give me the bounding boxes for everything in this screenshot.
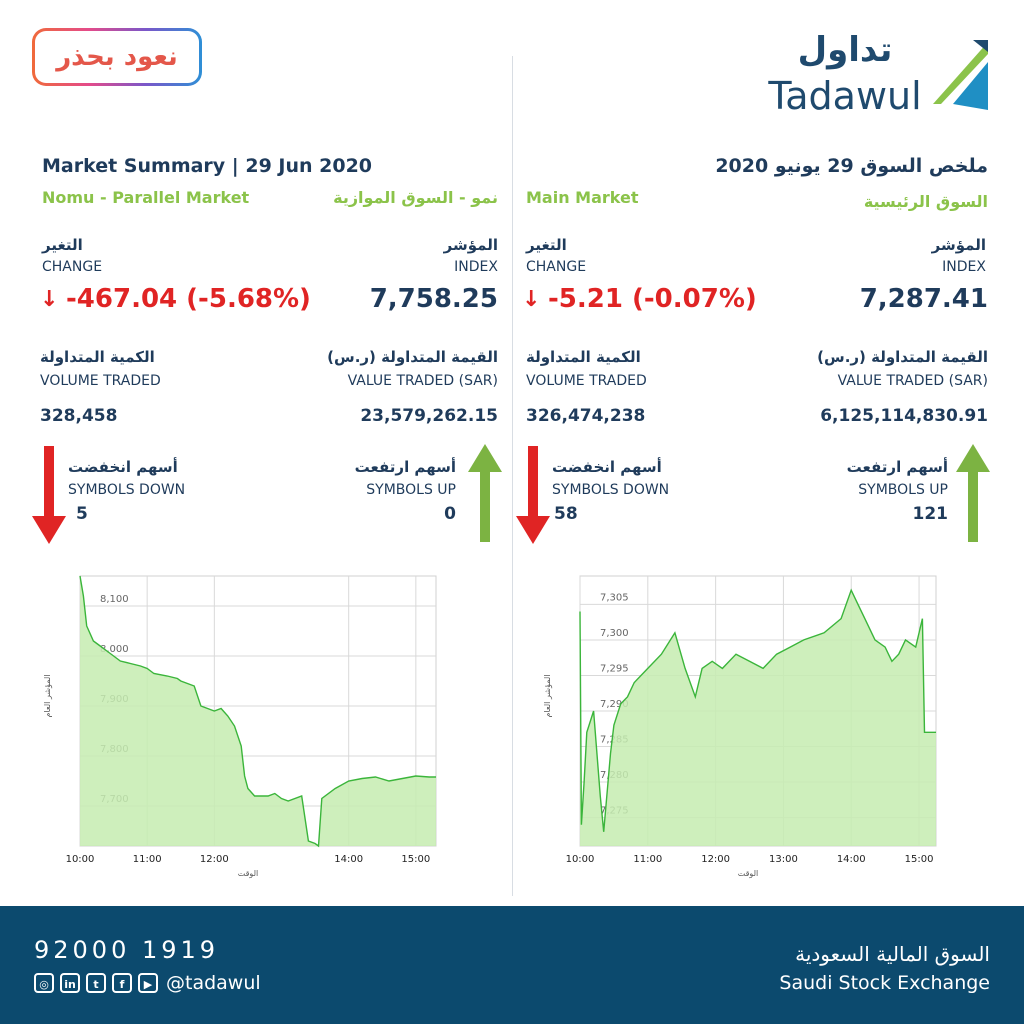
x-tick-label: 10:00 bbox=[66, 854, 95, 865]
right-change-value: -5.21 (-0.07%) bbox=[548, 284, 757, 314]
right-symbols-down-arrow-icon bbox=[516, 446, 550, 544]
right-title: ملخص السوق 29 يونيو 2020 bbox=[715, 155, 988, 177]
y-tick-label: 8,000 bbox=[100, 644, 129, 655]
y-tick-label: 8,100 bbox=[100, 594, 129, 605]
left-symbols-down-arrow-icon bbox=[32, 446, 66, 544]
y-tick-label: 7,295 bbox=[600, 663, 629, 674]
footer-phone: 92000 1919 bbox=[34, 936, 220, 964]
youtube-icon[interactable]: ▶ bbox=[138, 973, 158, 993]
tadawul-logo: تداول Tadawul bbox=[765, 30, 995, 124]
right-valtraded-ar: القيمة المتداولة (ر.س) bbox=[817, 348, 988, 366]
twitter-icon[interactable]: t bbox=[86, 973, 106, 993]
left-down-en: SYMBOLS DOWN bbox=[68, 482, 186, 498]
main-index-chart: 7,2757,2807,2857,2907,2957,3007,30510:00… bbox=[543, 575, 937, 878]
series-area bbox=[80, 576, 436, 846]
left-symbols-up-arrow-icon bbox=[468, 444, 502, 542]
center-divider bbox=[512, 56, 513, 896]
left-change-down-icon: ↓ bbox=[40, 287, 59, 312]
y-tick-label: 7,300 bbox=[600, 628, 629, 639]
campaign-badge: نعود بحذر bbox=[32, 28, 202, 86]
left-volume-ar: الكمية المتداولة bbox=[40, 348, 155, 366]
footer-social: ◎ in t f ▶ @tadawul bbox=[34, 972, 261, 994]
right-change-ar: التغير bbox=[526, 236, 567, 254]
instagram-icon[interactable]: ◎ bbox=[34, 973, 54, 993]
y-axis-label: المؤشر العام bbox=[43, 675, 52, 718]
y-tick-label: 7,290 bbox=[600, 699, 629, 710]
logo-mark-icon bbox=[933, 40, 988, 110]
right-market-ar: السوق الرئيسية bbox=[863, 192, 988, 211]
facebook-icon[interactable]: f bbox=[112, 973, 132, 993]
x-tick-label: 14:00 bbox=[334, 854, 363, 865]
right-market-en: Main Market bbox=[526, 188, 639, 207]
x-tick-label: 15:00 bbox=[905, 854, 934, 865]
left-down-ar: أسهم انخفضت bbox=[68, 458, 178, 476]
x-axis-label: الوقت bbox=[738, 869, 758, 878]
left-change-ar: التغير bbox=[42, 236, 83, 254]
left-valtraded-ar: القيمة المتداولة (ر.س) bbox=[327, 348, 498, 366]
right-symbols-up-arrow-icon bbox=[956, 444, 990, 542]
left-up-en: SYMBOLS UP bbox=[366, 482, 456, 498]
left-valtraded-en: VALUE TRADED (SAR) bbox=[347, 373, 498, 389]
left-market-ar: نمو - السوق الموازية bbox=[333, 188, 498, 207]
right-change-down-icon: ↓ bbox=[522, 287, 541, 312]
logo-arabic: تداول bbox=[797, 30, 893, 70]
left-index-value: 7,758.25 bbox=[369, 284, 498, 314]
right-valtraded-en: VALUE TRADED (SAR) bbox=[837, 373, 988, 389]
logo-latin: Tadawul bbox=[768, 74, 922, 118]
x-tick-label: 12:00 bbox=[200, 854, 229, 865]
right-change-en: CHANGE bbox=[526, 259, 587, 275]
right-up-ar: أسهم ارتفعت bbox=[846, 458, 948, 476]
left-index-en: INDEX bbox=[454, 259, 498, 275]
campaign-badge-text: نعود بحذر bbox=[56, 42, 178, 72]
x-tick-label: 15:00 bbox=[401, 854, 430, 865]
left-up-ar: أسهم ارتفعت bbox=[354, 458, 456, 476]
left-market-en: Nomu - Parallel Market bbox=[42, 188, 250, 207]
left-valtraded-value: 23,579,262.15 bbox=[360, 406, 498, 426]
right-down-ar: أسهم انخفضت bbox=[552, 458, 662, 476]
right-volume-en: VOLUME TRADED bbox=[526, 373, 647, 389]
footer-exchange-ar: السوق المالية السعودية bbox=[795, 942, 990, 966]
footer-bar: 92000 1919 ◎ in t f ▶ @tadawul السوق الم… bbox=[0, 906, 1024, 1024]
footer-handle[interactable]: @tadawul bbox=[166, 972, 261, 994]
right-down-en: SYMBOLS DOWN bbox=[552, 482, 670, 498]
left-up-value: 0 bbox=[444, 504, 456, 524]
right-index-ar: المؤشر bbox=[931, 236, 986, 254]
x-tick-label: 12:00 bbox=[701, 854, 730, 865]
left-down-value: 5 bbox=[76, 504, 88, 524]
right-down-value: 58 bbox=[554, 504, 578, 524]
left-index-ar: المؤشر bbox=[443, 236, 498, 254]
linkedin-icon[interactable]: in bbox=[60, 973, 80, 993]
series-area bbox=[580, 590, 936, 846]
x-tick-label: 10:00 bbox=[566, 854, 595, 865]
x-tick-label: 14:00 bbox=[837, 854, 866, 865]
left-change-value: -467.04 (-5.68%) bbox=[66, 284, 311, 314]
x-tick-label: 13:00 bbox=[769, 854, 798, 865]
footer-exchange-en: Saudi Stock Exchange bbox=[779, 972, 990, 994]
y-tick-label: 7,305 bbox=[600, 592, 629, 603]
y-axis-label: المؤشر العام bbox=[543, 675, 552, 718]
nomu-index-chart: 7,7007,8007,9008,0008,10010:0011:0012:00… bbox=[43, 575, 437, 878]
right-index-en: INDEX bbox=[942, 259, 986, 275]
x-axis-label: الوقت bbox=[238, 869, 258, 878]
right-valtraded-value: 6,125,114,830.91 bbox=[820, 406, 988, 426]
x-tick-label: 11:00 bbox=[133, 854, 162, 865]
left-change-en: CHANGE bbox=[42, 259, 103, 275]
right-volume-value: 326,474,238 bbox=[526, 406, 646, 426]
x-tick-label: 11:00 bbox=[633, 854, 662, 865]
series-line bbox=[79, 575, 436, 848]
right-index-value: 7,287.41 bbox=[859, 284, 988, 314]
left-volume-value: 328,458 bbox=[40, 406, 118, 426]
right-volume-ar: الكمية المتداولة bbox=[526, 348, 641, 366]
series-line bbox=[579, 588, 936, 832]
right-up-value: 121 bbox=[912, 504, 949, 524]
right-up-en: SYMBOLS UP bbox=[858, 482, 948, 498]
left-volume-en: VOLUME TRADED bbox=[40, 373, 161, 389]
left-title: Market Summary | 29 Jun 2020 bbox=[42, 155, 373, 177]
